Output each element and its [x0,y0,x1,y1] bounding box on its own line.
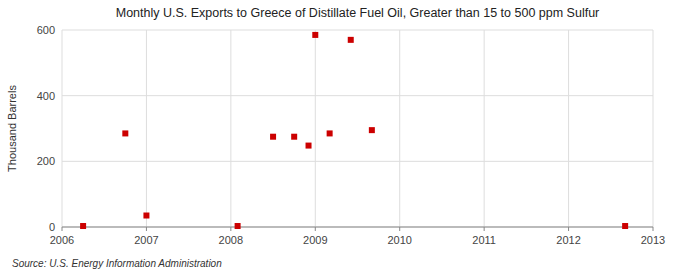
y-tick-label: 400 [37,90,55,102]
y-tick-label: 200 [37,155,55,167]
x-grid-line [399,30,400,227]
x-tick-label: 2007 [134,234,158,246]
y-grid-line [62,95,653,96]
points [80,32,628,229]
x-tick-label: 2008 [219,234,243,246]
point [312,32,318,38]
point [306,143,312,149]
y-grid-line [62,30,653,31]
y-tick-label: 600 [37,24,55,36]
title: Monthly U.S. Exports to Greece of Distil… [116,6,600,20]
x-grid-line [230,30,231,227]
x-tick-mark [62,227,63,231]
x-tick-label: 2006 [50,234,74,246]
source-note: Source: U.S. Energy Information Administ… [12,258,222,269]
x-tick-mark [653,227,654,231]
point [122,130,128,136]
point [348,37,354,43]
x-tick-mark [230,227,231,231]
x-tick-label: 2011 [472,234,496,246]
x-grid-line [653,30,654,227]
y-grid-line [62,161,653,162]
point [291,134,297,140]
x-tick-label: 2010 [387,234,411,246]
grid [62,30,653,227]
x-tick-label: 2009 [303,234,327,246]
chart-container: Monthly U.S. Exports to Greece of Distil… [0,0,675,275]
y-grid-line [62,227,653,228]
x-tick-label: 2013 [641,234,665,246]
x-grid-line [315,30,316,227]
point [80,223,86,229]
x-tick-label: 2012 [556,234,580,246]
x-tick-mark [399,227,400,231]
point [235,223,241,229]
point [622,223,628,229]
x-tick-mark [568,227,569,231]
x-grid-line [62,30,63,227]
point [369,127,375,133]
y-tick-label: 0 [49,221,55,233]
x-grid-line [568,30,569,227]
point [327,130,333,136]
x-tick-mark [484,227,485,231]
point [143,213,149,219]
x-tick-mark [146,227,147,231]
x-grid-line [484,30,485,227]
x-axis-line [62,227,653,228]
x-grid-line [146,30,147,227]
x-tick-mark [315,227,316,231]
chart-svg: Monthly U.S. Exports to Greece of Distil… [0,0,675,275]
y-axis-label: Thousand Barrels [6,85,18,172]
point [270,134,276,140]
